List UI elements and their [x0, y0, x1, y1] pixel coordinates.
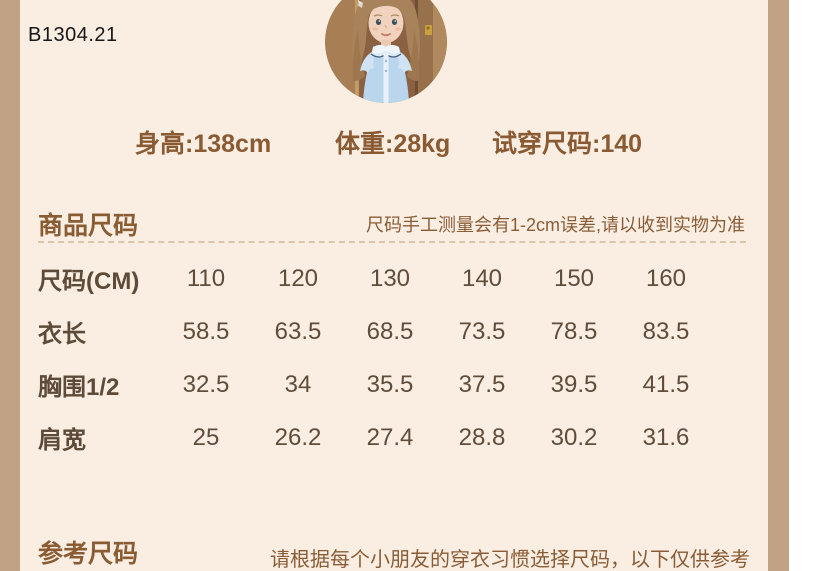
reference-section-title: 参考尺码 — [38, 540, 139, 568]
table-cell: 73.5 — [458, 317, 506, 345]
table-cell: 58.5 — [182, 317, 230, 345]
table-cell: 26.2 — [274, 423, 322, 451]
model-height: 身高:138cm — [135, 130, 272, 158]
table-row-shoulder: 肩宽 25 26.2 27.4 28.8 30.2 31.6 — [38, 411, 746, 464]
table-cell: 68.5 — [366, 317, 414, 345]
table-row-label: 肩宽 — [38, 427, 86, 454]
left-border-strip — [0, 0, 20, 571]
table-header-cell: 160 — [645, 264, 687, 292]
table-cell: 35.5 — [366, 370, 414, 398]
table-cell: 31.6 — [642, 423, 690, 451]
table-cell: 83.5 — [642, 317, 690, 345]
table-cell: 27.4 — [366, 423, 414, 451]
table-header-cell: 110 — [186, 264, 226, 292]
model-photo-illustration — [325, 0, 447, 103]
table-header-row: 尺码(CM) 110 120 130 140 150 160 — [38, 252, 746, 305]
model-photo — [325, 0, 447, 103]
dashed-divider — [38, 241, 746, 243]
table-cell: 34 — [284, 370, 312, 398]
reference-section-note: 请根据每个小朋友的穿衣习惯选择尺码，以下仅供参考 — [270, 549, 750, 571]
table-header-cell: 140 — [461, 264, 503, 292]
table-header-cell: 130 — [369, 264, 411, 292]
table-header-cell: 150 — [553, 264, 595, 292]
product-code: B1304.21 — [28, 24, 118, 46]
table-row-chest: 胸围1/2 32.5 34 35.5 37.5 39.5 41.5 — [38, 358, 746, 411]
table-row-length: 衣长 58.5 63.5 68.5 73.5 78.5 83.5 — [38, 305, 746, 358]
table-cell: 63.5 — [274, 317, 322, 345]
table-cell: 25 — [192, 423, 220, 451]
table-cell: 30.2 — [550, 423, 598, 451]
size-section-title: 商品尺码 — [38, 212, 139, 240]
size-section-note: 尺码手工测量会有1-2cm误差,请以收到实物为准 — [365, 215, 745, 235]
model-try-on-size: 试穿尺码:140 — [492, 130, 643, 158]
model-weight: 体重:28kg — [335, 130, 451, 158]
table-row-label: 衣长 — [38, 321, 86, 348]
table-row-label: 胸围1/2 — [38, 374, 120, 401]
table-cell: 39.5 — [550, 370, 598, 398]
table-cell: 32.5 — [182, 370, 230, 398]
size-table: 尺码(CM) 110 120 130 140 150 160 衣长 58.5 6… — [38, 252, 746, 464]
right-border-strip — [768, 0, 789, 571]
table-header-label: 尺码(CM) — [38, 268, 140, 295]
table-cell: 41.5 — [642, 370, 690, 398]
table-cell: 37.5 — [458, 370, 506, 398]
content-area: B1304.21 — [20, 0, 768, 571]
table-cell: 78.5 — [550, 317, 598, 345]
table-header-cell: 120 — [277, 264, 319, 292]
table-cell: 28.8 — [458, 423, 506, 451]
